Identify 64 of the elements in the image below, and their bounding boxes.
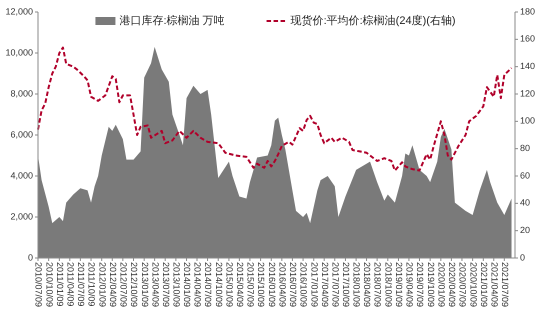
x-tick-label: 2015/10/09 xyxy=(256,262,266,308)
x-tick-label: 2010/07/09 xyxy=(34,262,44,308)
x-tick-label: 2018/01/09 xyxy=(352,262,362,308)
x-tick-label: 2018/04/09 xyxy=(362,262,372,308)
x-tick-label: 2017/01/09 xyxy=(309,262,320,308)
y-tick-label: 10,000 xyxy=(5,47,33,58)
y-tick-label: 0 xyxy=(28,252,33,262)
y2-tick-label: 160 xyxy=(520,34,536,44)
x-tick-label: 2013/01/09 xyxy=(140,262,150,308)
x-tick-label: 2016/10/09 xyxy=(298,262,309,308)
x-tick-label: 2019/07/09 xyxy=(415,262,426,308)
x-tick-label: 2016/04/09 xyxy=(277,262,288,308)
y2-tick-label: 180 xyxy=(520,6,536,16)
y-tick-label: 4,000 xyxy=(10,170,33,180)
x-tick-label: 2021/07/09 xyxy=(500,262,510,308)
x-tick-label: 2013/04/09 xyxy=(150,262,160,308)
legend-label: 港口库存:棕榈油 万吨 xyxy=(119,14,225,27)
x-tick-label: 2019/04/09 xyxy=(404,262,415,308)
y2-tick-label: 140 xyxy=(520,61,536,72)
legend-label: 现货价:平均价:棕榈油(24度)(右轴) xyxy=(290,14,456,27)
y2-tick-label: 80 xyxy=(520,143,530,154)
x-tick-label: 2018/07/09 xyxy=(372,262,383,308)
x-tick-label: 2016/01/09 xyxy=(266,262,277,308)
x-tick-label: 2011/10/09 xyxy=(86,262,97,306)
x-tick-label: 2015/07/09 xyxy=(246,262,256,308)
x-tick-label: 2017/07/09 xyxy=(330,262,340,308)
x-tick-label: 2012/10/09 xyxy=(129,262,140,308)
y-tick-label: 12,000 xyxy=(5,6,33,16)
x-tick-label: 2017/04/09 xyxy=(320,262,330,308)
x-tick-label: 2018/10/09 xyxy=(383,262,394,308)
x-tick-label: 2014/07/09 xyxy=(203,262,214,308)
x-tick-label: 2015/04/09 xyxy=(234,262,245,308)
x-tick-label: 2020/01/09 xyxy=(436,262,446,308)
y2-tick-label: 60 xyxy=(520,170,530,180)
x-tick-label: 2021/04/09 xyxy=(489,262,500,308)
y-tick-label: 8,000 xyxy=(10,88,33,98)
x-tick-label: 2010/10/09 xyxy=(44,262,54,308)
x-tick-label: 2017/10/09 xyxy=(341,262,352,308)
y2-tick-label: 120 xyxy=(520,88,536,98)
y-tick-label: 2,000 xyxy=(10,211,33,222)
x-tick-label: 2013/07/09 xyxy=(160,262,171,308)
x-tick-label: 2019/01/09 xyxy=(394,262,404,308)
x-tick-label: 2013/10/09 xyxy=(172,262,182,308)
x-tick-label: 2014/04/09 xyxy=(192,262,203,308)
x-tick-label: 2020/07/09 xyxy=(458,262,468,308)
x-tick-label: 2012/01/09 xyxy=(97,262,108,308)
y-tick-label: 6,000 xyxy=(10,129,33,140)
y2-tick-label: 20 xyxy=(520,225,530,236)
x-tick-label: 2020/04/09 xyxy=(447,262,458,308)
x-tick-label: 2011/07/09 xyxy=(76,262,86,306)
x-tick-label: 2011/01/09 xyxy=(54,262,65,306)
x-tick-label: 2021/01/09 xyxy=(478,262,489,308)
x-tick-label: 2012/07/09 xyxy=(118,262,128,308)
x-tick-label: 2011/04/09 xyxy=(65,262,76,306)
y2-tick-label: 100 xyxy=(520,116,536,126)
x-tick-label: 2019/10/09 xyxy=(426,262,436,308)
x-tick-label: 2016/07/09 xyxy=(288,262,298,308)
x-tick-label: 2015/01/09 xyxy=(224,262,235,308)
y2-tick-label: 40 xyxy=(520,198,530,208)
y2-tick-label: 0 xyxy=(520,252,526,262)
x-tick-label: 2014/10/09 xyxy=(214,262,224,308)
x-tick-label: 2020/10/09 xyxy=(468,262,478,308)
x-tick-label: 2014/01/09 xyxy=(182,262,192,308)
x-tick-label: 2012/04/09 xyxy=(108,262,118,308)
